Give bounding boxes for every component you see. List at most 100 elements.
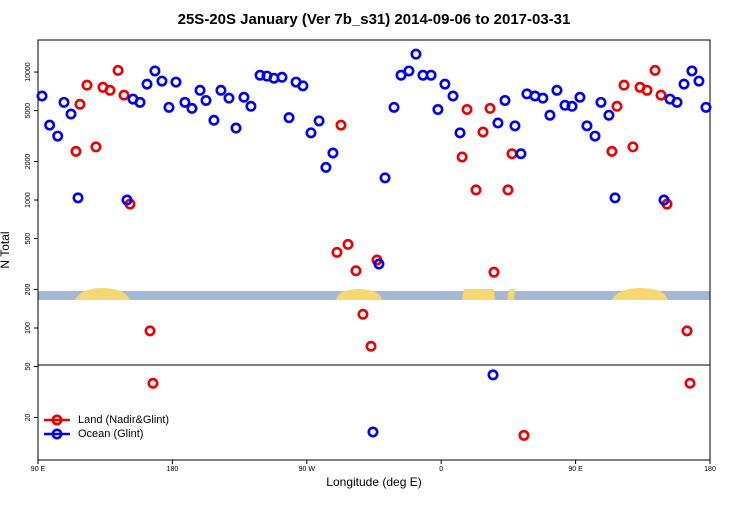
point: [649, 64, 661, 76]
point: [499, 94, 511, 106]
point: [373, 258, 385, 270]
point: [147, 377, 159, 389]
point: [574, 91, 586, 103]
legend-label: Land (Nadir&Glint): [78, 414, 169, 426]
point: [74, 98, 86, 110]
point: [70, 145, 82, 157]
point: [492, 117, 504, 129]
y-tick-label: 200: [25, 284, 32, 296]
point: [627, 141, 639, 153]
point: [72, 192, 84, 204]
point: [461, 103, 473, 115]
point: [283, 112, 295, 124]
y-tick-label: 500: [25, 233, 32, 245]
point: [456, 151, 468, 163]
point: [179, 96, 191, 108]
point: [425, 69, 437, 81]
point: [230, 122, 242, 134]
land-blob: [75, 288, 130, 300]
point: [388, 101, 400, 113]
point: [671, 96, 683, 108]
point: [618, 79, 630, 91]
point: [693, 75, 705, 87]
y-axis-label: N Total: [0, 231, 12, 268]
point: [432, 103, 444, 115]
point: [589, 130, 601, 142]
point: [403, 65, 415, 77]
point: [681, 325, 693, 337]
point: [484, 102, 496, 114]
point: [447, 90, 459, 102]
y-tick-label: 20: [25, 413, 32, 421]
point: [502, 184, 514, 196]
point: [327, 147, 339, 159]
point: [58, 96, 70, 108]
point: [156, 75, 168, 87]
point: [686, 65, 698, 77]
point: [335, 119, 347, 131]
point: [245, 100, 257, 112]
land-blob: [612, 288, 668, 300]
land-blob: [462, 289, 495, 300]
point: [254, 69, 266, 81]
point: [678, 78, 690, 90]
legend-label: Ocean (Glint): [78, 428, 143, 440]
point: [641, 84, 653, 96]
point: [350, 265, 362, 277]
point: [208, 114, 220, 126]
point: [170, 76, 182, 88]
x-tick-label: 90 E: [31, 466, 46, 473]
x-tick-label: 90 E: [568, 466, 583, 473]
point: [439, 78, 451, 90]
point: [609, 192, 621, 204]
point: [684, 377, 696, 389]
point: [611, 100, 623, 112]
point: [658, 194, 670, 206]
point: [141, 78, 153, 90]
point: [566, 100, 578, 112]
y-tick-label: 1000: [25, 192, 32, 208]
point: [700, 101, 712, 113]
point: [112, 64, 124, 76]
point: [551, 84, 563, 96]
point: [186, 102, 198, 114]
point: [194, 84, 206, 96]
x-tick-label: 0: [439, 466, 443, 473]
point: [537, 92, 549, 104]
y-tick-label: 5000: [25, 103, 32, 119]
legend-marker: [51, 414, 63, 426]
point: [36, 90, 48, 102]
point: [365, 340, 377, 352]
point: [477, 126, 489, 138]
point: [44, 119, 56, 131]
chart-title: 25S-20S January (Ver 7b_s31) 2014-09-06 …: [178, 11, 571, 28]
point: [544, 109, 556, 121]
x-tick-label: 180: [167, 466, 179, 473]
point: [65, 108, 77, 120]
y-tick-label: 2000: [25, 154, 32, 170]
point: [454, 127, 466, 139]
point: [81, 79, 93, 91]
point: [655, 89, 667, 101]
point: [410, 48, 422, 60]
y-tick-label: 100: [25, 322, 32, 334]
point: [149, 65, 161, 77]
point: [606, 145, 618, 157]
point: [488, 266, 500, 278]
point: [470, 184, 482, 196]
land-blob: [507, 289, 515, 300]
y-tick-label: 50: [25, 363, 32, 371]
point: [215, 84, 227, 96]
point: [144, 325, 156, 337]
point: [104, 84, 116, 96]
point: [331, 246, 343, 258]
point: [118, 89, 130, 101]
legend-marker: [51, 428, 63, 440]
point: [506, 148, 518, 160]
point: [595, 96, 607, 108]
point: [342, 238, 354, 250]
point: [305, 127, 317, 139]
point: [134, 96, 146, 108]
plot-frame: [37, 39, 711, 461]
